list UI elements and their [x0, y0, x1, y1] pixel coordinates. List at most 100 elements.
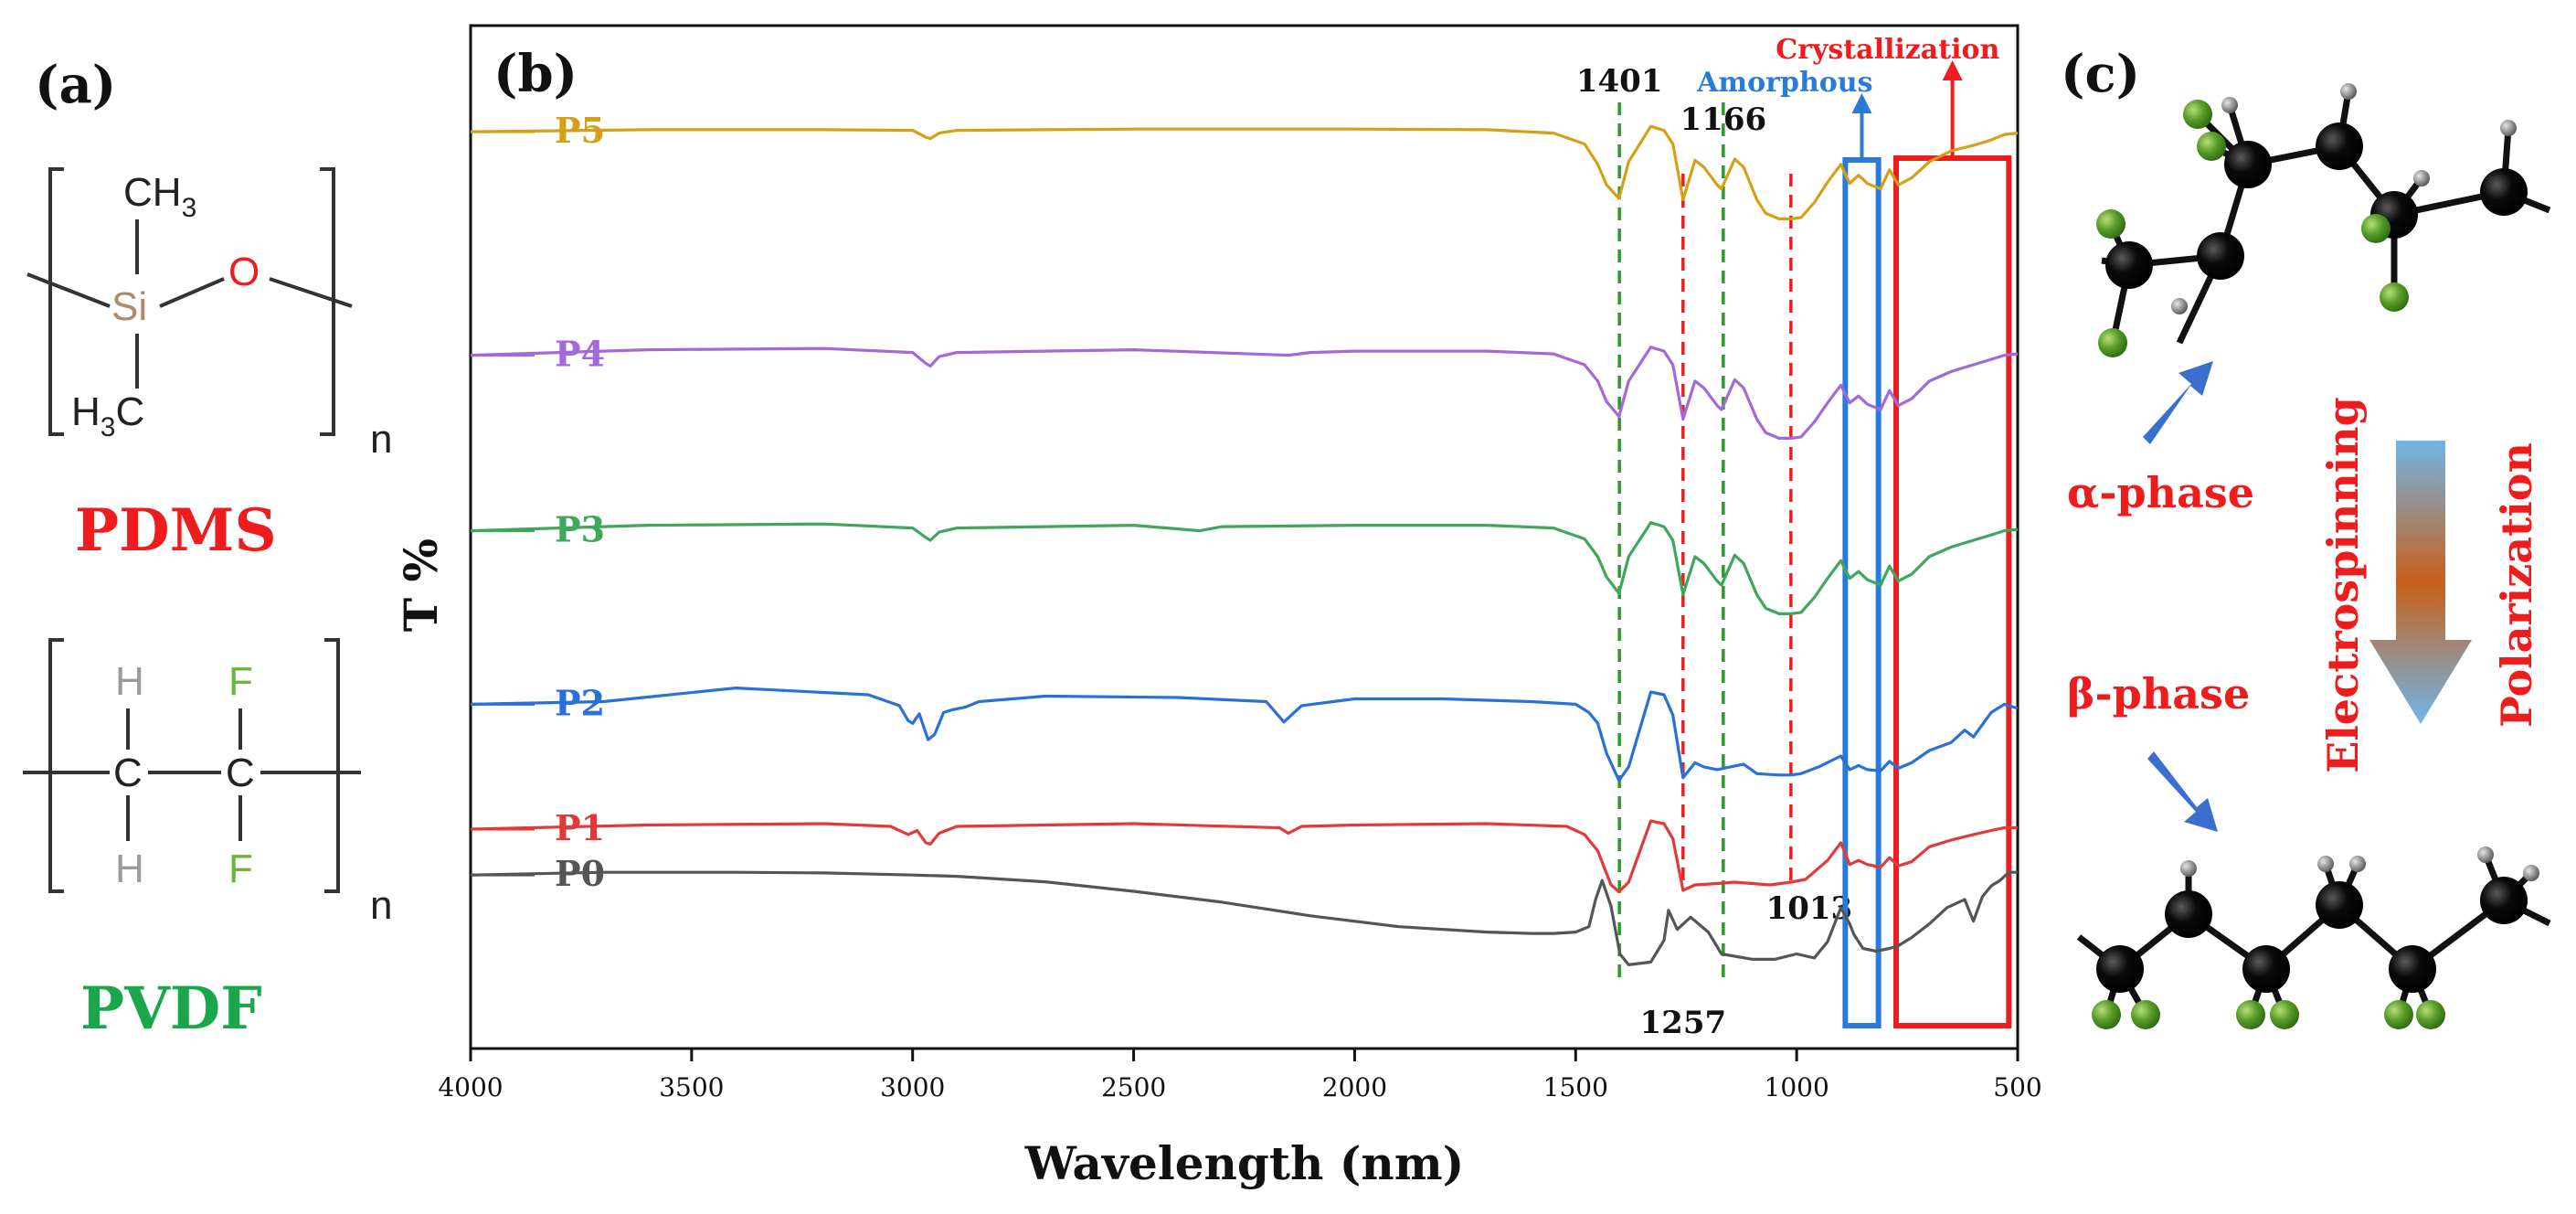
process-arrow-icon [2369, 441, 2472, 724]
fluorine-atom [2416, 1000, 2445, 1029]
pvdf-right-bracket [324, 638, 340, 893]
peak-label-1257: 1257 [1640, 1005, 1727, 1041]
peak-label-1401: 1401 [1576, 63, 1663, 100]
carbon-atom [2480, 877, 2528, 924]
carbon-atom [2096, 945, 2144, 993]
panel-c: (c) [2061, 44, 2551, 1029]
panel-c-label: (c) [2061, 44, 2140, 104]
hydrogen-atom [2171, 298, 2188, 314]
x-tick-label: 1500 [1543, 1072, 1608, 1102]
carbon-atom [2242, 945, 2290, 993]
panel-b-chart: (b) T % Wavelength (nm) 4000 3500 3000 2500… [394, 24, 2042, 1190]
arrow-up-icon [2143, 361, 2213, 444]
fluorine-atom [2098, 328, 2127, 357]
fluorine-atom [2183, 100, 2212, 129]
pvdf-name: PVDF [80, 974, 262, 1043]
series-label-p0: P0 [555, 853, 605, 894]
hydrogen-atom [2523, 865, 2539, 881]
fluorine-atom [2384, 1000, 2413, 1029]
pvdf-n-subscript: n [370, 883, 392, 928]
series-label-p4: P4 [555, 334, 605, 375]
pdms-bond-left [27, 272, 111, 308]
arrow-down-icon [2147, 751, 2218, 832]
region-arrow-head-icon [1942, 60, 1963, 80]
carbon-atom [2316, 881, 2363, 929]
polarization-label: Polarization [2492, 442, 2541, 728]
fluorine-atom [2131, 1000, 2160, 1029]
series-line-p5 [470, 124, 2019, 220]
pvdf-c1: C [113, 751, 143, 795]
pdms-ch3-top: CH3 [123, 170, 196, 223]
series-label-p3: P3 [555, 509, 605, 550]
x-tick-label: 2000 [1322, 1072, 1387, 1102]
x-tick-label: 3000 [880, 1072, 945, 1102]
carbon-atom [2197, 232, 2244, 280]
region-label-amorphous: Amorphous [1696, 67, 1872, 99]
carbon-atom [2316, 122, 2363, 170]
peak-label-1166: 1166 [1680, 101, 1767, 138]
electrospinning-label: Electrospinning [2318, 397, 2368, 772]
carbon-atom [2105, 241, 2153, 289]
pdms-bond-right [269, 277, 353, 308]
carbon-atom [2224, 141, 2272, 188]
pdms-si-atom: Si [111, 284, 147, 329]
beta-phase-label: β-phase [2067, 669, 2250, 719]
panel-a: (a) CH3 Si O H3C n PDMS H [23, 55, 392, 1043]
series-line-p2 [470, 686, 2019, 783]
pvdf-left-bracket [48, 638, 64, 893]
beta-phase-molecule [2076, 847, 2551, 1029]
series-line-p3 [470, 521, 2019, 616]
fluorine-atom [2236, 1000, 2265, 1029]
series-label-p5: P5 [555, 110, 605, 151]
hydrogen-atom [2413, 170, 2430, 186]
fluorine-atom [2380, 282, 2409, 312]
pvdf-h-bottom: H [115, 847, 144, 891]
pdms-right-bracket [320, 167, 335, 436]
carbon-atom [2165, 890, 2212, 938]
region-box-crystallization [1892, 155, 2012, 1028]
pvdf-c2: C [226, 751, 255, 795]
hydrogen-atom [2349, 856, 2366, 872]
fluorine-atom [2197, 132, 2226, 161]
fluorine-atom [2270, 1000, 2299, 1029]
series-line-p0 [470, 870, 2018, 967]
hydrogen-atom [2221, 97, 2238, 113]
pdms-h3c-bottom: H3C [71, 389, 144, 442]
hydrogen-atom [2180, 860, 2197, 877]
x-tick-label: 500 [1993, 1072, 2041, 1102]
alpha-phase-label: α-phase [2067, 468, 2254, 517]
pvdf-f-bottom: F [228, 847, 253, 891]
pvdf-structure [23, 638, 361, 893]
peak-label-1013: 1013 [1766, 890, 1853, 927]
x-tick-label: 4000 [438, 1072, 503, 1102]
panel-b-label: (b) [493, 44, 578, 104]
carbon-atom [2480, 168, 2528, 216]
hydrogen-atom [2317, 856, 2334, 872]
hydrogen-atom [2340, 83, 2357, 100]
fluorine-atom [2361, 214, 2390, 243]
fluorine-atom [2096, 209, 2125, 239]
fluorine-atom [2092, 1000, 2121, 1029]
panel-a-label: (a) [35, 55, 116, 115]
region-arrow-head-icon [1851, 93, 1872, 113]
series-label-p2: P2 [555, 682, 605, 723]
x-axis-ticks: 4000 3500 3000 2500 2000 1500 1000 500 [438, 1049, 2042, 1102]
pdms-name: PDMS [75, 496, 277, 565]
pdms-bond-si-o [159, 277, 225, 308]
spectra-series: P5 P4 P3 P2 P1 P0 [470, 110, 2019, 967]
alpha-phase-molecule [2096, 83, 2551, 357]
pvdf-f-top: F [228, 659, 253, 704]
x-tick-label: 2500 [1101, 1072, 1166, 1102]
region-label-crystallization: Crystallization [1776, 34, 1999, 66]
carbon-atom [2389, 945, 2436, 993]
series-line-p1 [470, 819, 2018, 894]
x-axis-title: Wavelength (nm) [1024, 1136, 1465, 1190]
series-line-p4 [470, 346, 2019, 440]
pdms-n-subscript: n [370, 417, 392, 462]
hydrogen-atom [2477, 847, 2494, 863]
hydrogen-atom [2500, 120, 2517, 136]
pdms-o-atom: O [228, 250, 260, 294]
pdms-structure [27, 167, 353, 436]
